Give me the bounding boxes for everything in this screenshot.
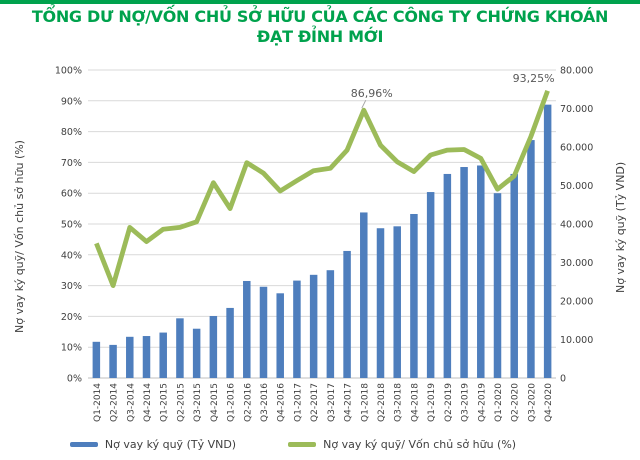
bar-Q2-2016 — [243, 280, 251, 378]
x-label-Q2-2020: Q2-2020 — [511, 383, 521, 422]
left-tick-20%: 20% — [61, 312, 82, 323]
legend-label-bars: Nợ vay ký quỹ (Tỷ VND) — [104, 438, 237, 451]
x-label-Q2-2014: Q2-2014 — [110, 383, 120, 422]
plot-area: 0% 10% 20% 30% 40% 50% 60% 70% 80% 90% 100% 0 10.000… — [55, 66, 593, 422]
legend: Nợ vay ký quỹ (Tỷ VND) Nợ vay ký quỹ/ Vố… — [0, 438, 613, 451]
left-tick-60%: 60% — [61, 189, 82, 200]
x-label-Q4-2015: Q4-2015 — [210, 383, 220, 422]
bar-Q2-2017 — [309, 274, 318, 378]
bar-Q4-2019 — [477, 165, 485, 378]
annotation-93,25%: 93,25% — [513, 72, 555, 85]
left-tick-0%: 0% — [67, 374, 82, 385]
bar-Q3-2020 — [527, 140, 535, 378]
legend-label-line: Nợ vay ký quỹ/ Vốn chủ sở hữu (%) — [323, 438, 517, 451]
x-label-Q2-2018: Q2-2018 — [377, 383, 387, 422]
chart-title: TỔNG DƯ NỢ/VỐN CHỦ SỞ HỮU CỦA CÁC CÔNG T… — [0, 7, 640, 47]
chart-title-line2: ĐẠT ĐỈNH MỚI — [256, 27, 384, 46]
annotation-86,96%: 86,96% — [351, 87, 393, 100]
x-label-Q3-2014: Q3-2014 — [126, 383, 136, 422]
annotation-leader-86,96% — [361, 99, 367, 109]
bar-Q2-2014 — [109, 344, 117, 378]
x-label-Q4-2014: Q4-2014 — [143, 383, 153, 422]
legend-item-line: Nợ vay ký quỹ/ Vốn chủ sở hữu (%) — [288, 438, 516, 451]
bar-Q3-2018 — [393, 226, 401, 378]
bar-Q1-2016 — [226, 307, 234, 378]
x-label-Q3-2018: Q3-2018 — [394, 383, 404, 422]
bar-Q3-2019 — [460, 167, 468, 378]
x-label-Q2-2017: Q2-2017 — [310, 383, 320, 422]
bar-Q1-2018 — [360, 212, 368, 378]
bar-Q2-2018 — [376, 228, 385, 378]
x-label-Q4-2020: Q4-2020 — [544, 383, 554, 422]
bar-Q4-2014 — [142, 336, 151, 378]
left-tick-10%: 10% — [61, 343, 82, 354]
right-tick-30.000: 30.000 — [560, 258, 593, 269]
x-label-Q1-2014: Q1-2014 — [93, 383, 103, 422]
right-tick-60.000: 60.000 — [560, 143, 593, 154]
x-label-Q1-2016: Q1-2016 — [227, 383, 237, 422]
bar-Q3-2015 — [192, 328, 201, 378]
left-tick-90%: 90% — [61, 96, 82, 107]
legend-swatch-line — [288, 442, 317, 447]
right-tick-10.000: 10.000 — [560, 335, 593, 346]
x-label-Q3-2020: Q3-2020 — [527, 383, 537, 422]
bar-Q2-2020 — [510, 173, 518, 378]
bar-Q3-2017 — [326, 270, 335, 378]
chart-title-line1: TỔNG DƯ NỢ/VỐN CHỦ SỞ HỮU CỦA CÁC CÔNG T… — [31, 7, 609, 26]
bar-Q1-2014 — [92, 341, 101, 378]
x-label-Q4-2019: Q4-2019 — [477, 383, 487, 422]
legend-item-bars: Nợ vay ký quỹ (Tỷ VND) — [69, 438, 237, 451]
right-tick-40.000: 40.000 — [560, 220, 593, 231]
bar-Q2-2015 — [176, 318, 184, 378]
left-tick-30%: 30% — [61, 281, 82, 292]
bar-Q1-2020 — [493, 193, 502, 378]
bar-Q1-2015 — [159, 332, 167, 378]
x-label-Q1-2017: Q1-2017 — [293, 383, 303, 422]
bar-Q4-2015 — [209, 316, 218, 378]
x-label-Q2-2019: Q2-2019 — [444, 383, 454, 422]
bar-Q4-2017 — [343, 250, 351, 378]
ratio-line — [94, 89, 550, 289]
x-label-Q4-2016: Q4-2016 — [277, 383, 287, 422]
right-tick-50.000: 50.000 — [560, 181, 593, 192]
bar-Q1-2017 — [293, 280, 301, 378]
right-tick-70.000: 70.000 — [560, 104, 593, 115]
x-label-Q1-2015: Q1-2015 — [160, 383, 170, 422]
left-tick-40%: 40% — [61, 250, 82, 261]
x-label-Q4-2017: Q4-2017 — [344, 383, 354, 422]
x-label-Q1-2018: Q1-2018 — [360, 383, 370, 422]
right-tick-20.000: 20.000 — [560, 297, 593, 308]
x-label-Q3-2019: Q3-2019 — [461, 383, 471, 422]
bar-Q3-2014 — [126, 336, 134, 378]
x-label-Q1-2019: Q1-2019 — [427, 383, 437, 422]
bar-Q4-2016 — [276, 293, 284, 378]
bar-Q4-2020 — [543, 104, 552, 379]
legend-swatch-bars — [69, 442, 98, 447]
x-label-Q2-2016: Q2-2016 — [243, 383, 253, 422]
x-label-Q3-2017: Q3-2017 — [327, 383, 337, 422]
left-tick-70%: 70% — [61, 158, 82, 169]
x-label-Q2-2015: Q2-2015 — [176, 383, 186, 422]
right-tick-0: 0 — [560, 374, 566, 385]
bar-Q1-2019 — [426, 192, 435, 378]
top-accent-bar — [0, 0, 640, 4]
left-tick-80%: 80% — [61, 127, 82, 138]
x-label-Q3-2015: Q3-2015 — [193, 383, 203, 422]
x-label-Q1-2020: Q1-2020 — [494, 383, 504, 422]
right-tick-80.000: 80.000 — [560, 66, 593, 77]
x-label-Q4-2018: Q4-2018 — [410, 383, 420, 422]
bar-Q3-2016 — [259, 286, 268, 378]
left-tick-50%: 50% — [61, 220, 82, 231]
left-tick-100%: 100% — [55, 66, 82, 77]
x-label-Q3-2016: Q3-2016 — [260, 383, 270, 422]
bar-Q4-2018 — [410, 213, 418, 378]
bar-Q2-2019 — [443, 173, 452, 378]
